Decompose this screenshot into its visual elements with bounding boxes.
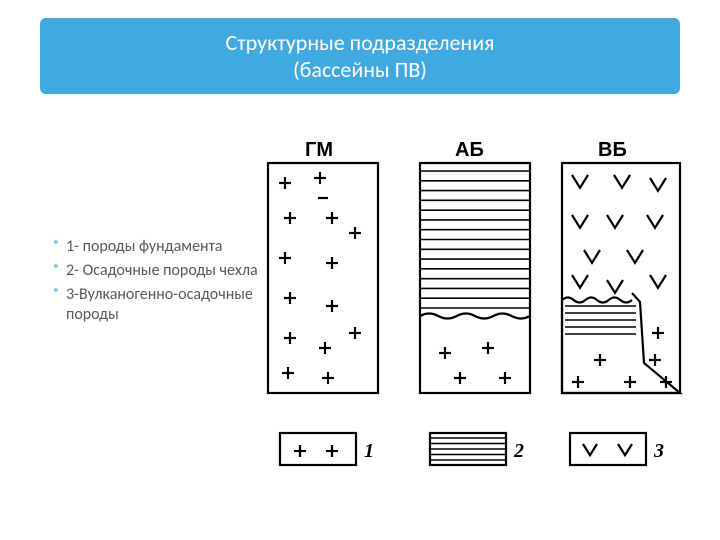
svg-text:АБ: АБ	[455, 139, 484, 161]
svg-text:ГМ: ГМ	[305, 139, 333, 161]
title-bar: Структурные подразделения (бассейны ПВ)	[40, 18, 680, 94]
title-line2: (бассейны ПВ)	[293, 56, 427, 83]
geology-diagram: ГМ АБ ВБ 1 2 3	[260, 138, 700, 498]
svg-text:2: 2	[513, 440, 524, 462]
legend-text-list: 1- породы фундамента 2- Осадочные породы …	[12, 234, 287, 329]
svg-text:1: 1	[364, 440, 374, 462]
svg-text:ВБ: ВБ	[598, 139, 627, 161]
legend-text-item: 1- породы фундамента	[52, 237, 287, 258]
legend-text-item: 3-Вулканогенно-осадочные породы	[52, 285, 287, 327]
svg-text:3: 3	[653, 440, 664, 462]
title-line1: Структурные подразделения	[225, 29, 494, 56]
legend-text-item: 2- Осадочные породы чехла	[52, 261, 287, 282]
